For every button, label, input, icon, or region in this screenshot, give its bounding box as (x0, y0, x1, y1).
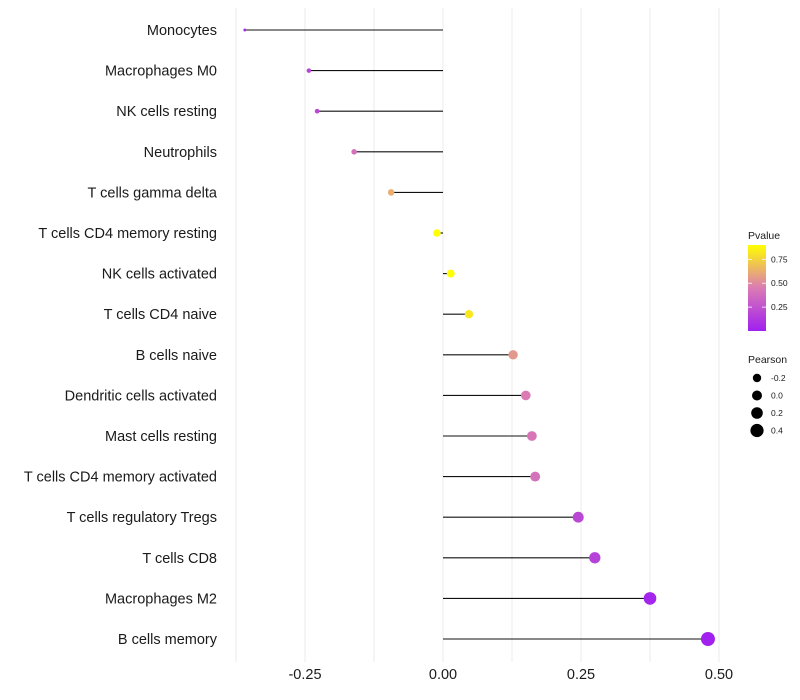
y-axis-label: Monocytes (147, 23, 217, 39)
lollipop-stems (244, 29, 708, 640)
y-axis-label: T cells CD4 memory resting (38, 226, 217, 242)
y-axis-label: Dendritic cells activated (65, 388, 217, 404)
x-tick-label: 0.50 (705, 667, 733, 683)
lollipop-point (530, 471, 541, 482)
pearson-size-key (752, 373, 762, 383)
pearson-legend: Pearson -0.2 0.0 0.2 0.4 (748, 354, 787, 438)
pearson-size-label: 0.0 (771, 391, 783, 401)
pearson-legend-title: Pearson (748, 354, 787, 366)
y-axis-label: NK cells resting (116, 104, 217, 120)
x-tick-label: -0.25 (288, 667, 321, 683)
lollipop-point (526, 431, 537, 441)
pvalue-colorbar (748, 245, 766, 331)
lollipop-point (306, 68, 312, 73)
y-axis-label: T cells CD4 naive (104, 307, 217, 323)
y-axis-label: B cells naive (136, 348, 217, 364)
pearson-size-key (751, 407, 763, 419)
pearson-size-label: 0.2 (771, 408, 783, 418)
y-axis-labels: Monocytes Macrophages M0 NK cells resting N… (24, 23, 218, 648)
grid-lines (235, 8, 720, 662)
lollipop-points (243, 28, 715, 646)
lollipop-point (508, 350, 518, 360)
x-tick-label: 0.00 (429, 667, 457, 683)
y-axis-label: Macrophages M0 (105, 64, 217, 80)
pearson-size-key (752, 390, 762, 401)
lollipop-point (464, 310, 474, 319)
y-axis-label: T cells CD8 (142, 551, 217, 567)
y-axis-label: T cells regulatory Tregs (67, 510, 217, 526)
lollipop-point (433, 229, 441, 237)
lollipop-point (589, 552, 601, 564)
lollipop-point (387, 189, 395, 196)
pvalue-legend: Pvalue 0.25 0.50 0.75 (748, 230, 788, 331)
lollipop-point (643, 592, 657, 605)
pearson-size-key (750, 423, 764, 438)
y-axis-label: NK cells activated (102, 267, 217, 283)
colorbar-tick-label: 0.50 (771, 278, 788, 288)
lollipop-point (314, 108, 320, 114)
pearson-size-label: 0.4 (771, 426, 783, 436)
y-axis-label: Mast cells resting (105, 429, 217, 445)
y-axis-label: Macrophages M2 (105, 591, 217, 607)
lollipop-point (243, 28, 247, 32)
lollipop-point (351, 149, 357, 155)
lollipop-point (520, 390, 531, 401)
y-axis-label: B cells memory (118, 632, 218, 648)
lollipop-point (700, 632, 715, 646)
y-axis-label: T cells CD4 memory activated (24, 470, 217, 486)
pvalue-legend-title: Pvalue (748, 230, 780, 242)
colorbar-tick-label: 0.25 (771, 302, 788, 312)
lollipop-point (572, 511, 584, 523)
pearson-size-label: -0.2 (771, 373, 786, 383)
x-axis-labels: -0.25 0.00 0.25 0.50 (288, 667, 733, 683)
x-tick-label: 0.25 (567, 667, 595, 683)
y-axis-label: T cells gamma delta (88, 185, 218, 201)
y-axis-label: Neutrophils (144, 145, 217, 161)
colorbar-tick-label: 0.75 (771, 254, 788, 264)
lollipop-point (446, 269, 455, 278)
